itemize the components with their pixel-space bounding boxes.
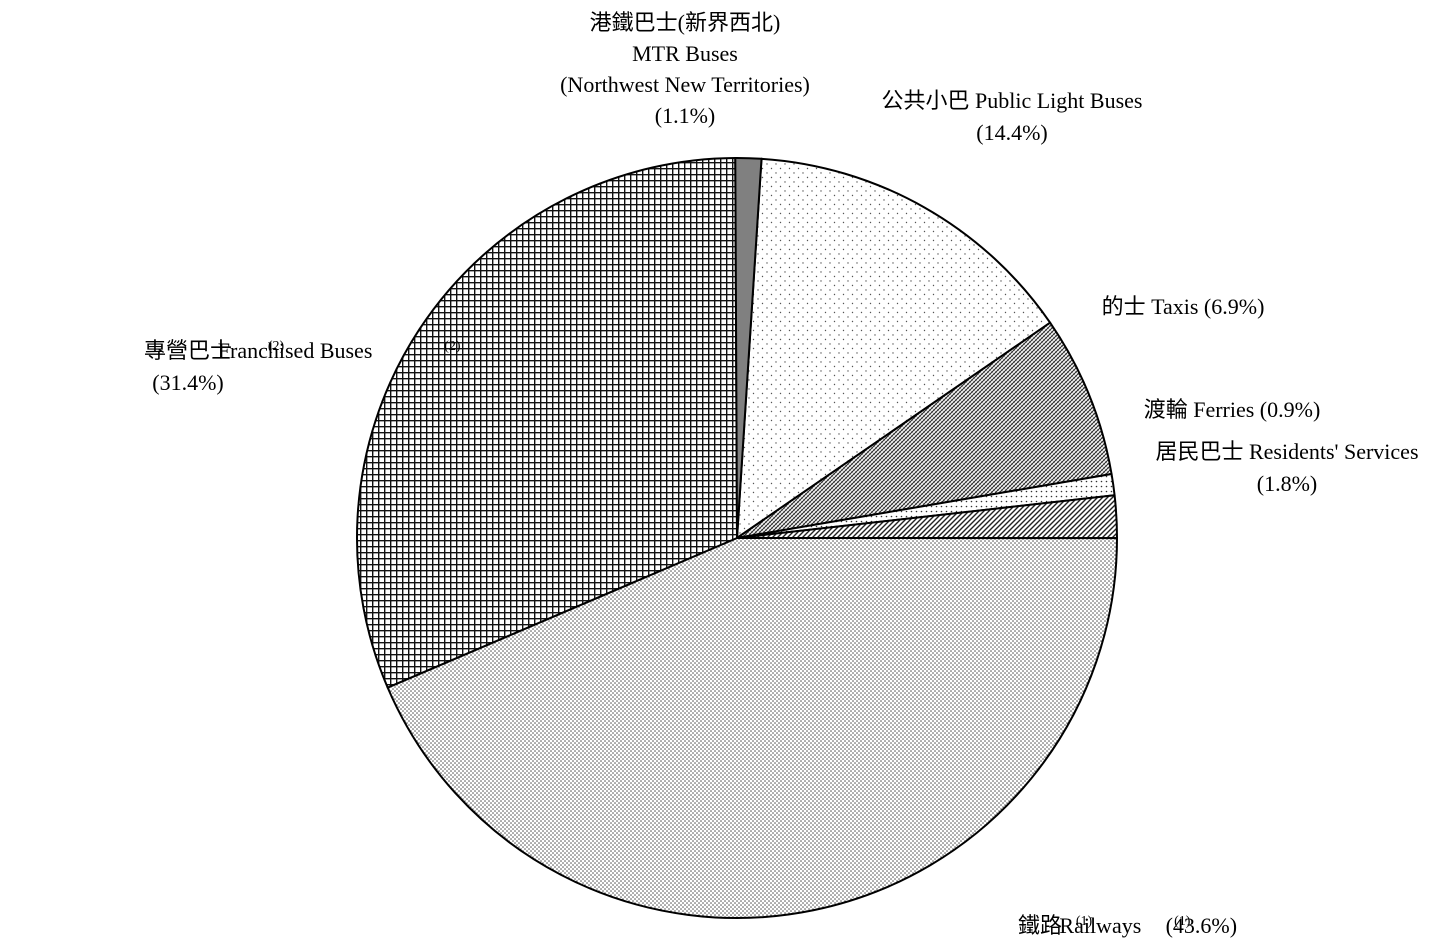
label-text: MTR Buses [632, 41, 738, 66]
label-text: 居民巴士 Residents' Services [1155, 439, 1418, 464]
label-text: Railways [1059, 913, 1141, 938]
pie-slice-mtr-buses-nwnt [734, 156, 763, 539]
pie-slice-railways [386, 537, 1118, 919]
label-text: 專營巴士 [144, 338, 232, 363]
label-text: (31.4%) [152, 370, 223, 395]
label-text: (43.6%) [1160, 913, 1237, 938]
slice-label-mtr-buses-nwnt: 港鐵巴士(新界西北) MTR Buses (Northwest New Territ… [560, 10, 810, 128]
footnote-marker: (2) [444, 339, 461, 354]
label-text: (14.4%) [976, 120, 1047, 145]
label-text: 港鐵巴士(新界西北) [590, 10, 781, 35]
label-text: (1.1%) [655, 103, 715, 128]
pie-slice-public-light-buses [736, 157, 1052, 539]
slice-label-railways: 鐵路 (1)Railways (1) (43.6%) [1018, 913, 1237, 938]
footnote-marker: (1) [1174, 914, 1191, 929]
label-text: Franchised Buses [212, 338, 372, 363]
slice-label-residents-services: 居民巴士 Residents' Services (1.8%) [1155, 439, 1418, 496]
pie-slice-franchised-buses [356, 157, 738, 689]
label-text: 的士 Taxis (6.9%) [1102, 294, 1265, 319]
footnote-marker: (2) [268, 339, 285, 354]
slice-label-taxis: 的士 Taxis (6.9%) [1102, 294, 1265, 319]
slice-label-franchised-buses: 專營巴士 (2) Franchised Buses (2) (31.4%) [144, 338, 461, 395]
label-text: (1.8%) [1257, 471, 1317, 496]
label-text: (Northwest New Territories) [560, 72, 810, 97]
slice-label-ferries: 渡輪 Ferries (0.9%) [1144, 397, 1321, 422]
label-text: 鐵路 [1018, 913, 1062, 938]
label-text: 渡輪 Ferries (0.9%) [1144, 397, 1321, 422]
label-text: 公共小巴 Public Light Buses [882, 88, 1143, 113]
footnote-marker: (1) [1076, 914, 1093, 929]
slice-label-public-light-buses: 公共小巴 Public Light Buses (14.4%) [882, 88, 1143, 145]
pie-slice-taxis [736, 321, 1113, 539]
